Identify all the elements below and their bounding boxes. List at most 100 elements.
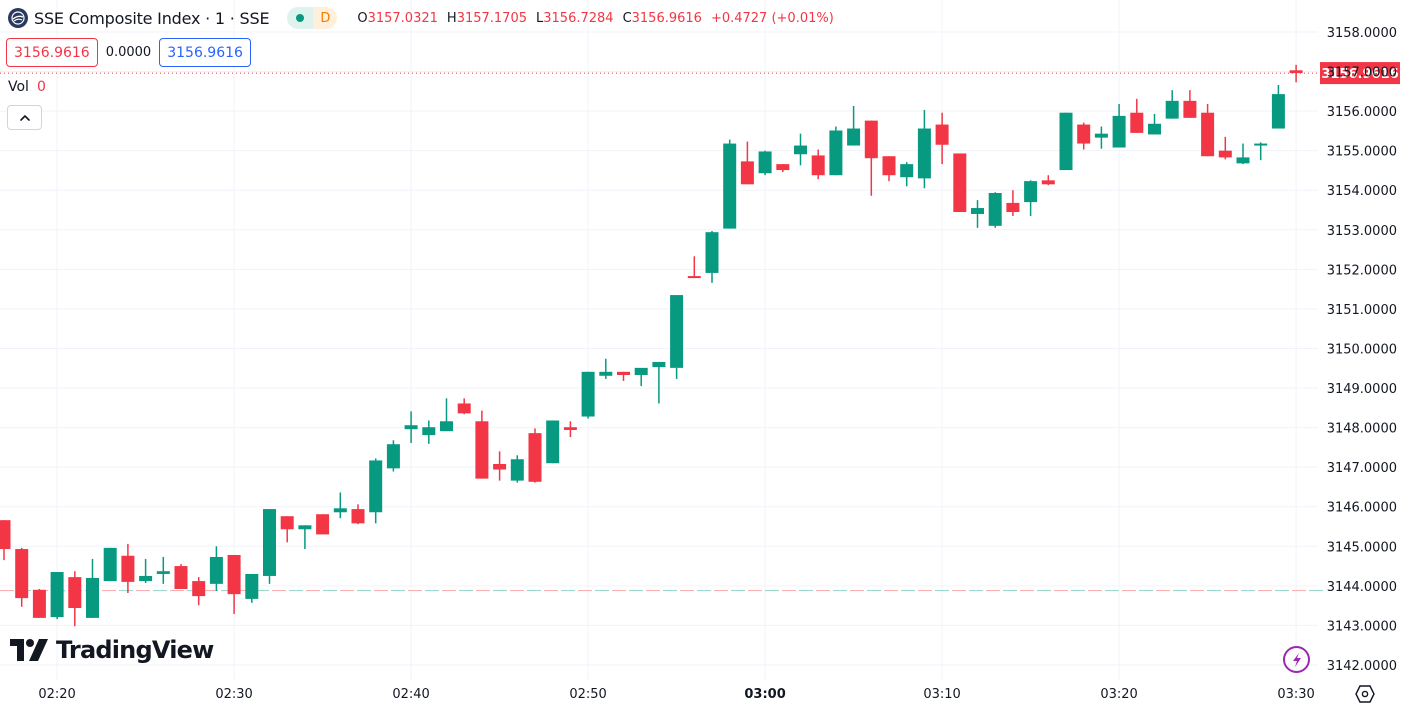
symbol-title[interactable]: SSE Composite Index · 1 · SSE bbox=[34, 8, 270, 28]
high-value: 3157.1705 bbox=[456, 10, 527, 26]
candle bbox=[687, 276, 701, 279]
candle bbox=[917, 128, 931, 179]
candle bbox=[1130, 112, 1144, 133]
candle bbox=[1218, 150, 1232, 158]
candle bbox=[1077, 124, 1091, 144]
candle bbox=[440, 421, 453, 432]
tradingview-wordmark: TradingView bbox=[56, 636, 214, 664]
collapse-legend-button[interactable] bbox=[7, 105, 42, 130]
price-tick-label: 3155.0000 bbox=[1327, 145, 1397, 160]
candle bbox=[1112, 115, 1126, 148]
candle bbox=[333, 508, 347, 513]
price-tick-label: 3156.0000 bbox=[1327, 105, 1397, 120]
time-tick-label: 02:20 bbox=[38, 687, 75, 702]
candle bbox=[617, 371, 630, 375]
market-status-badge[interactable]: D bbox=[287, 7, 338, 29]
candle bbox=[776, 164, 790, 171]
candle bbox=[493, 463, 507, 470]
price-tick-label: 3144.0000 bbox=[1327, 580, 1397, 595]
price-axis[interactable]: 3158.0000 3157.0000 3156.0000 3155.0000 3154… bbox=[1327, 26, 1397, 674]
low-label: L bbox=[536, 10, 544, 26]
spread-value: 0.0000 bbox=[105, 45, 152, 60]
candle bbox=[15, 549, 29, 599]
time-tick-label: 02:40 bbox=[392, 687, 429, 702]
candle bbox=[227, 554, 241, 595]
candle bbox=[953, 153, 967, 212]
ohlc-values: O3157.0321 H3157.1705 L3156.7284 C3156.9… bbox=[357, 11, 833, 26]
candle bbox=[528, 433, 542, 482]
candle bbox=[386, 444, 400, 469]
close-value: 3156.9616 bbox=[631, 10, 702, 26]
current-price-text: 3156.9616 bbox=[1321, 67, 1398, 82]
chart-settings-button[interactable] bbox=[1354, 684, 1376, 704]
hexagon-settings-icon bbox=[1355, 685, 1375, 703]
price-tick-label: 3143.0000 bbox=[1327, 619, 1397, 634]
candle bbox=[245, 573, 259, 599]
current-price-label bbox=[1320, 62, 1400, 85]
tradingview-mark-icon bbox=[10, 639, 48, 661]
candle bbox=[705, 232, 719, 273]
price-tick-label: 3145.0000 bbox=[1327, 540, 1397, 555]
market-open-dot-icon bbox=[287, 7, 314, 29]
price-tick-label: 3152.0000 bbox=[1327, 263, 1397, 278]
candle bbox=[298, 525, 312, 530]
candle bbox=[935, 124, 949, 145]
candle bbox=[510, 459, 524, 481]
candle bbox=[882, 156, 896, 176]
lightning-bolt-button[interactable] bbox=[1283, 646, 1310, 673]
candle bbox=[794, 145, 807, 155]
tradingview-logo[interactable]: TradingView bbox=[10, 636, 214, 664]
symbol-legend: SSE Composite Index · 1 · SSE D O3157.03… bbox=[8, 6, 834, 30]
sell-button[interactable]: 3156.9616 bbox=[6, 38, 98, 67]
candle bbox=[652, 361, 666, 368]
candle bbox=[599, 371, 613, 376]
open-label: O bbox=[357, 10, 368, 26]
time-axis[interactable]: 02:20 02:30 02:40 02:50 03:00 03:10 03:20 03:30 bbox=[38, 687, 1314, 702]
candle bbox=[546, 420, 560, 464]
candle bbox=[280, 516, 294, 530]
low-value: 3156.7284 bbox=[543, 10, 614, 26]
candle bbox=[174, 566, 188, 590]
candle bbox=[1059, 112, 1073, 171]
time-tick-label: 03:00 bbox=[744, 687, 785, 702]
candle bbox=[1271, 94, 1285, 129]
price-tick-label: 3148.0000 bbox=[1327, 422, 1397, 437]
price-tick-label: 3142.0000 bbox=[1327, 659, 1397, 674]
candle bbox=[971, 208, 984, 214]
time-tick-label: 03:20 bbox=[1100, 687, 1137, 702]
candle bbox=[1165, 100, 1179, 119]
candle bbox=[1236, 157, 1250, 164]
candle bbox=[192, 581, 206, 597]
last-price-line: 3156.9616 bbox=[0, 62, 1400, 85]
time-tick-label: 03:10 bbox=[923, 687, 960, 702]
candle bbox=[900, 164, 914, 178]
candle bbox=[563, 427, 577, 430]
candle bbox=[829, 130, 843, 176]
candle bbox=[1148, 123, 1161, 135]
open-value: 3157.0321 bbox=[367, 10, 438, 26]
candle bbox=[1201, 112, 1215, 157]
candle bbox=[351, 509, 365, 524]
sse-globe-icon bbox=[8, 8, 28, 28]
lightning-bolt-icon bbox=[1292, 652, 1301, 667]
candle bbox=[369, 460, 383, 513]
candle bbox=[32, 589, 46, 618]
candle bbox=[1041, 180, 1055, 185]
price-tick-label: 3147.0000 bbox=[1327, 461, 1397, 476]
candle bbox=[103, 547, 117, 582]
candles bbox=[0, 64, 1303, 627]
candle bbox=[86, 577, 99, 618]
candle bbox=[68, 577, 82, 608]
high-label: H bbox=[446, 10, 457, 26]
price-tick-label: 3158.0000 bbox=[1327, 26, 1397, 41]
candle bbox=[0, 520, 11, 550]
candle bbox=[740, 161, 754, 185]
candle bbox=[634, 367, 648, 375]
delayed-data-badge: D bbox=[313, 7, 338, 29]
volume-label[interactable]: Vol bbox=[8, 79, 29, 95]
buy-button[interactable]: 3156.9616 bbox=[159, 38, 251, 67]
candle bbox=[1006, 202, 1020, 212]
volume-legend: Vol 0 bbox=[8, 79, 46, 95]
